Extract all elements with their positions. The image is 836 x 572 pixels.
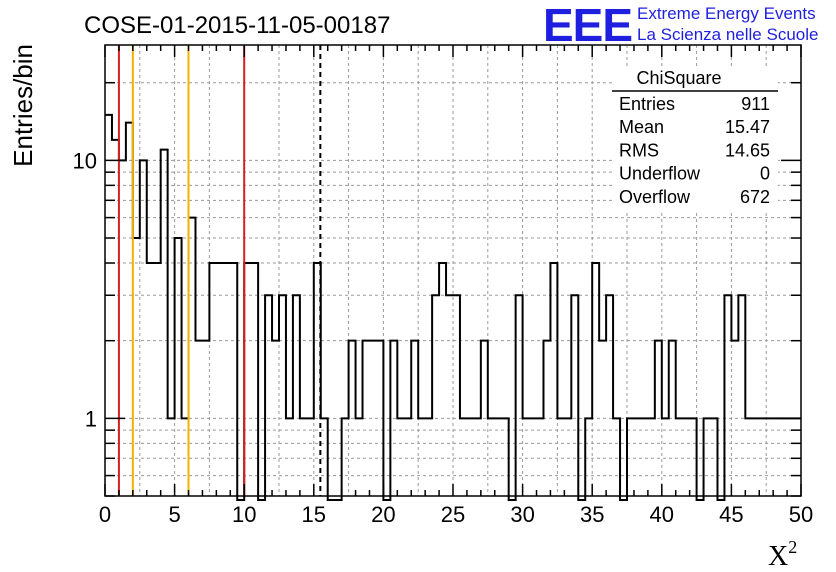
stats-row-value: 672 (740, 187, 770, 207)
stats-row-value: 15.47 (725, 117, 770, 137)
x-tick-label: 20 (371, 502, 395, 527)
stats-row-value: 0 (760, 164, 770, 184)
x-tick-label: 45 (719, 502, 743, 527)
y-tick-label: 10 (73, 148, 97, 173)
stats-row-label: Underflow (619, 164, 701, 184)
stats-row-value: 911 (741, 94, 770, 114)
logo-mark: EEE (543, 0, 632, 51)
x-axis-label-superscript: 2 (788, 537, 797, 557)
x-tick-label: 25 (441, 502, 465, 527)
x-tick-label: 5 (168, 502, 180, 527)
stats-box-background (612, 66, 778, 210)
eee-logo: EEE Extreme Energy Events La Scienza nel… (543, 0, 818, 51)
chart-title: COSE-01-2015-11-05-00187 (84, 12, 390, 39)
logo-line-2: La Scienza nelle Scuole (637, 25, 818, 44)
stats-row-value: 14.65 (725, 140, 770, 160)
stats-row-label: RMS (619, 140, 659, 160)
x-tick-label: 40 (650, 502, 674, 527)
histogram-line (105, 113, 801, 501)
x-tick-label: 10 (232, 502, 256, 527)
y-axis-label: Entries/bin (8, 44, 38, 167)
stats-rows: Entries 911 Mean 15.47 RMS 14.65 Underflow 0 Ove… (619, 94, 770, 207)
x-tick-label: 0 (99, 502, 111, 527)
x-axis-label: X2 (768, 537, 797, 572)
stats-row-label: Overflow (619, 187, 691, 207)
x-axis-label-base: X (768, 541, 788, 572)
stats-box: ChiSquare Entries 911 Mean 15.47 RMS 14.65 Und… (612, 66, 778, 210)
y-tick-label: 1 (85, 406, 97, 431)
x-tick-label: 30 (510, 502, 534, 527)
x-tick-label: 35 (580, 502, 604, 527)
reference-lines (117, 45, 322, 496)
axis-ticks: 0 5 10 15 20 25 30 35 40 45 50 1 10 (73, 45, 813, 527)
stats-row-label: Mean (619, 117, 664, 137)
histogram-series (105, 113, 801, 501)
logo-line-1: Extreme Energy Events (637, 4, 816, 23)
stats-row-label: Entries (619, 94, 675, 114)
stats-box-title: ChiSquare (636, 68, 721, 88)
x-tick-label: 50 (789, 502, 813, 527)
x-tick-label: 15 (302, 502, 326, 527)
